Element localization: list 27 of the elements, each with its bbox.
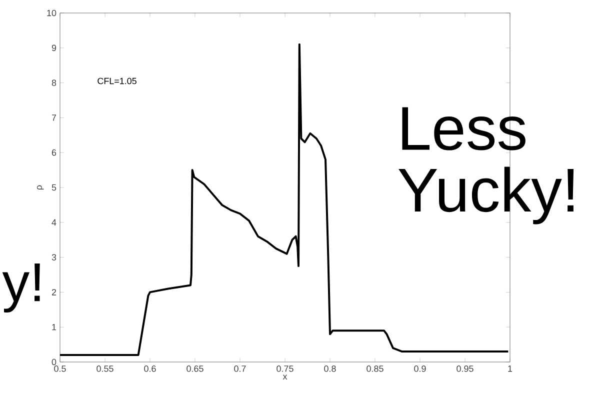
y-tick-label: 3 <box>52 254 56 260</box>
x-tick-label: 0.75 <box>276 366 294 372</box>
y-tick-label: 0 <box>52 358 56 366</box>
y-tick-label: 1 <box>52 324 56 330</box>
annotation: Less Yucky! <box>398 107 574 224</box>
x-axis-title: x <box>282 374 288 380</box>
x-tick-label: 0.7 <box>234 366 246 372</box>
y-tick-label: 7 <box>52 114 56 121</box>
y-tick-label: 5 <box>52 184 56 191</box>
y-tick-label: 9 <box>52 44 56 52</box>
x-tick-label: 0.5 <box>54 366 66 372</box>
x-tick-label: 0.9 <box>414 366 426 372</box>
text: y! <box>2 263 40 313</box>
y-tick-label: 2 <box>52 289 56 296</box>
y-tick-label: 8 <box>52 80 56 86</box>
y-axis-title: ρ <box>36 185 44 190</box>
y-tick-label: 6 <box>52 149 56 156</box>
x-tick-label: 0.6 <box>144 366 156 372</box>
x-tick-label: 0.85 <box>366 366 384 372</box>
x-tick-label: 1 <box>508 366 512 372</box>
x-tick-label: 0.8 <box>324 366 336 372</box>
y-tick-label: 4 <box>52 219 56 226</box>
x-tick-label: 0.65 <box>186 366 204 372</box>
y-tick-label: 10 <box>47 10 56 16</box>
annotation: CFL=1.05 <box>98 78 136 84</box>
x-tick-label: 0.95 <box>456 366 474 372</box>
x-tick-label: 0.55 <box>96 366 114 372</box>
